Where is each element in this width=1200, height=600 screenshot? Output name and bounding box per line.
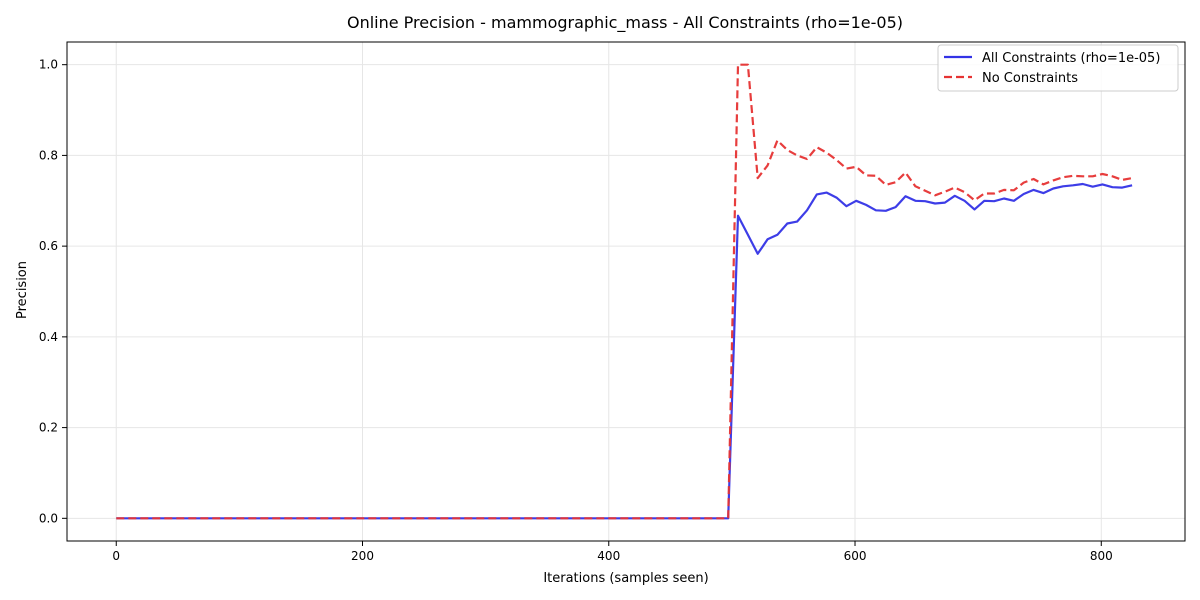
y-tick-label: 1.0 [39,58,58,72]
chart-title: Online Precision - mammographic_mass - A… [347,13,903,33]
legend-label: All Constraints (rho=1e-05) [982,51,1160,66]
y-tick-label: 0.2 [39,421,58,435]
x-axis-label: Iterations (samples seen) [543,571,708,586]
ticks: 0 200 400 600 800 0.0 0.2 0.4 0.6 0.8 1.0 [39,58,1113,563]
legend-box [937,44,1179,92]
series-line-all-constraints [116,182,1133,520]
y-axis-label: Precision [15,261,30,319]
x-tick-label: 0 [112,549,120,563]
x-tick-label: 800 [1090,549,1113,563]
y-tick-label: 0.0 [39,511,58,525]
series-line-no-constraints [116,63,1133,520]
series-layer [116,63,1133,520]
legend-label: No Constraints [982,71,1078,86]
x-tick-label: 400 [597,549,620,563]
legend: All Constraints (rho=1e-05) No Constraint… [937,44,1179,92]
x-tick-label: 200 [351,549,374,563]
y-tick-label: 0.6 [39,239,58,253]
plot-frame [66,41,1186,542]
x-tick-label: 600 [844,549,867,563]
y-tick-label: 0.8 [39,148,58,162]
y-tick-label: 0.4 [39,330,58,344]
